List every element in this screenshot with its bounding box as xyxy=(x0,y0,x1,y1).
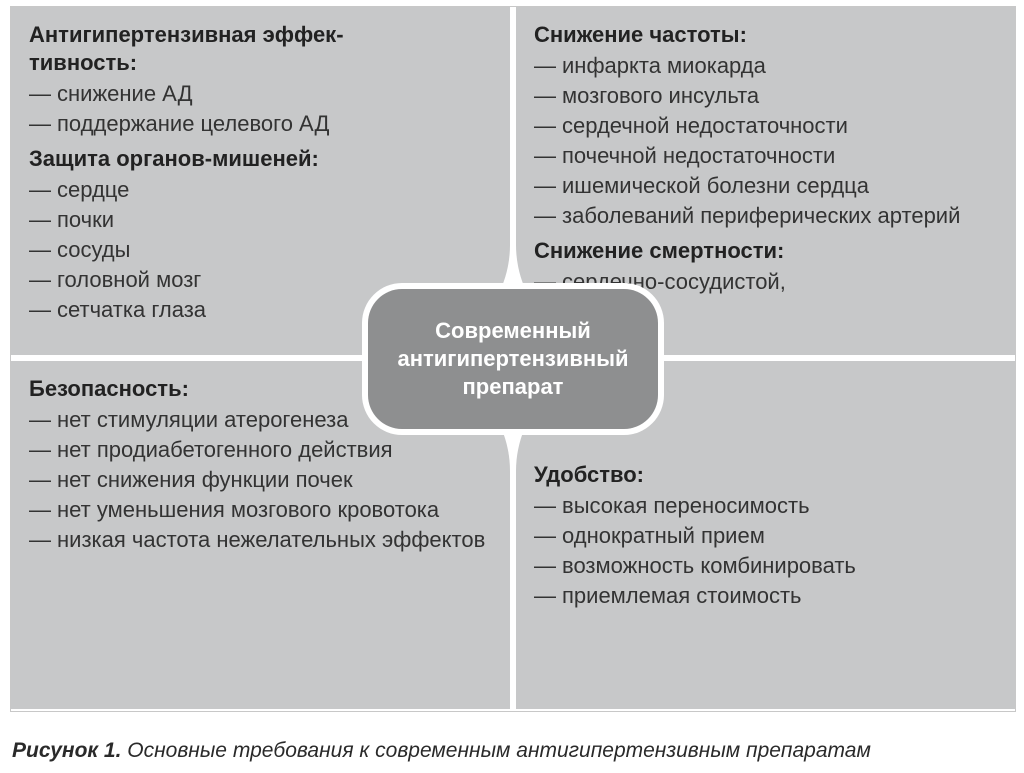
hub-line3: препарат xyxy=(397,373,628,401)
list-item: —сердечной недостаточности xyxy=(534,111,997,141)
list-item: —ишемической болезни сердца xyxy=(534,171,997,201)
dash-icon: — xyxy=(534,493,556,518)
dash-icon: — xyxy=(29,467,51,492)
list-item: —однократный прием xyxy=(534,521,997,551)
dash-icon: — xyxy=(29,267,51,292)
dash-icon: — xyxy=(534,143,556,168)
dash-icon: — xyxy=(29,407,51,432)
heading-effectiveness: Антигипертензивная эффек-тивность: xyxy=(29,21,492,77)
dash-icon: — xyxy=(534,83,556,108)
diagram-stage: Антигипертензивная эффек-тивность: —сниж… xyxy=(10,6,1016,712)
list-item: —нет снижения функции почек xyxy=(29,465,492,495)
dash-icon: — xyxy=(29,437,51,462)
hub-line2: антигипертензивный xyxy=(397,345,628,373)
dash-icon: — xyxy=(29,527,51,552)
dash-icon: — xyxy=(534,203,556,228)
list-item: —почки xyxy=(29,205,492,235)
heading-frequency: Снижение частоты: xyxy=(534,21,997,49)
dash-icon: — xyxy=(29,297,51,322)
heading-convenience: Удобство: xyxy=(534,461,997,489)
list-item: —низкая частота нежелательных эффектов xyxy=(29,525,492,555)
list-item: —поддержание целевого АД xyxy=(29,109,492,139)
dash-icon: — xyxy=(534,523,556,548)
list-item: —высокая переносимость xyxy=(534,491,997,521)
list-item: —возможность комбинировать xyxy=(534,551,997,581)
dash-icon: — xyxy=(534,173,556,198)
list-item: —сосуды xyxy=(29,235,492,265)
list-item: —нет продиабетогенного действия xyxy=(29,435,492,465)
dash-icon: — xyxy=(29,497,51,522)
dash-icon: — xyxy=(534,53,556,78)
caption-text: Основные требования к современным антиги… xyxy=(127,739,871,762)
list-convenience: —высокая переносимость—однократный прием… xyxy=(534,491,997,611)
list-item: —снижение АД xyxy=(29,79,492,109)
dash-icon: — xyxy=(29,207,51,232)
dash-icon: — xyxy=(534,583,556,608)
hub-text: Современный антигипертензивный препарат xyxy=(397,317,628,401)
dash-icon: — xyxy=(534,113,556,138)
dash-icon: — xyxy=(29,237,51,262)
list-frequency: —инфаркта миокарда—мозгового инсульта—се… xyxy=(534,51,997,231)
caption-label: Рисунок 1. xyxy=(12,739,121,762)
list-item: —нет уменьшения мозгового кровотока xyxy=(29,495,492,525)
list-effectiveness: —снижение АД—поддержание целевого АД xyxy=(29,79,492,139)
hub-line1: Современный xyxy=(397,317,628,345)
heading-target-organs: Защита органов-мишеней: xyxy=(29,145,492,173)
list-item: —заболеваний периферических артерий xyxy=(534,201,997,231)
list-item: —приемлемая стоимость xyxy=(534,581,997,611)
dash-icon: — xyxy=(29,111,51,136)
heading-mortality: Снижение смертности: xyxy=(534,237,997,265)
dash-icon: — xyxy=(534,553,556,578)
figure-caption: Рисунок 1. Основные требования к совреме… xyxy=(12,739,871,763)
dash-icon: — xyxy=(29,81,51,106)
list-item: —сердце xyxy=(29,175,492,205)
list-item: —мозгового инсульта xyxy=(534,81,997,111)
list-item: —почечной недостаточности xyxy=(534,141,997,171)
list-item: —инфаркта миокарда xyxy=(534,51,997,81)
dash-icon: — xyxy=(29,177,51,202)
hub-label: Современный антигипертензивный препарат xyxy=(368,289,658,429)
